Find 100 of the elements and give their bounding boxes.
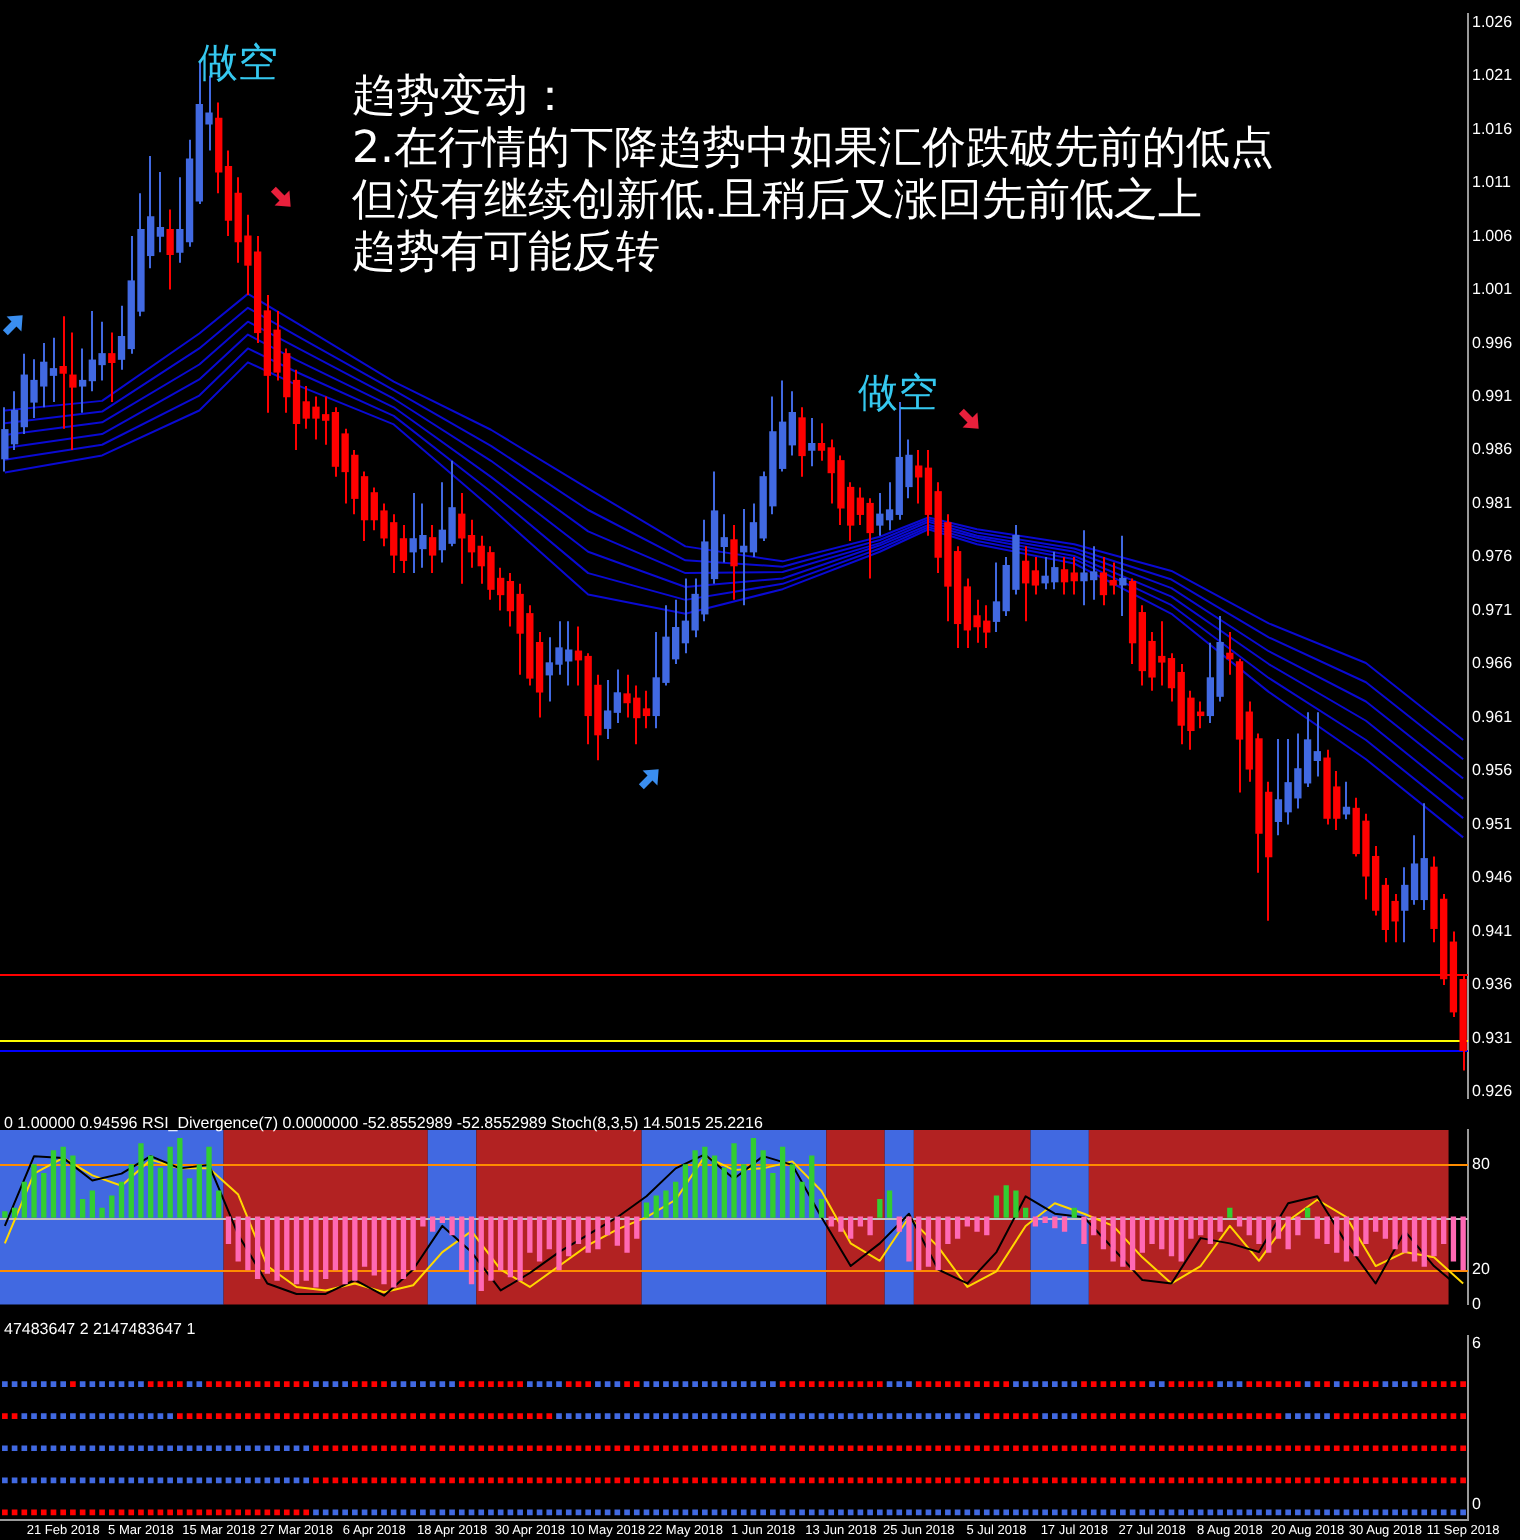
bar (109, 1195, 115, 1218)
bar (118, 1181, 125, 1218)
y-tick-label: 0.931 (1472, 1028, 1514, 1047)
bar (1441, 1216, 1447, 1245)
bar (673, 1181, 679, 1218)
bar (682, 1164, 689, 1218)
bar (1295, 1216, 1301, 1236)
bar (293, 1216, 300, 1285)
bar (653, 1195, 659, 1218)
bar (1032, 1216, 1039, 1227)
bar (70, 1155, 76, 1218)
bar (1149, 1216, 1155, 1245)
bar (1023, 1207, 1029, 1218)
annotation: 做空 (858, 366, 938, 418)
bar (1363, 1216, 1369, 1245)
chart-title: 47483647 2 2147483647 1 (4, 1320, 196, 1340)
bar (225, 1216, 232, 1245)
bar (323, 1216, 329, 1279)
y-tick-label: 0 (1472, 1494, 1482, 1513)
bar (614, 1216, 620, 1246)
bar (527, 1216, 533, 1253)
bar (1042, 1216, 1048, 1224)
bar (1129, 1216, 1136, 1271)
y-tick-label: 0.951 (1472, 814, 1514, 833)
bar (381, 1216, 387, 1285)
bar (964, 1216, 970, 1227)
bar (1013, 1190, 1019, 1218)
bar (1256, 1216, 1262, 1245)
bar (848, 1216, 854, 1239)
bar (459, 1216, 465, 1271)
bar (274, 1216, 280, 1281)
bar (1071, 1207, 1077, 1218)
chart-title: 0 1.00000 0.94596 RSI_Divergence(7) 0.0000000 -52.8552989 -52.8552989 Stoch(8,3,5) 14.5015 25.2216 (4, 1114, 763, 1134)
bar (536, 1216, 543, 1262)
bar (692, 1150, 698, 1218)
bar (167, 1146, 173, 1218)
bar (517, 1216, 523, 1281)
bar (1139, 1216, 1145, 1253)
bar (60, 1146, 66, 1218)
y-tick-label: 0.981 (1472, 493, 1514, 512)
bar (313, 1216, 319, 1288)
bar (1159, 1216, 1165, 1250)
bar (1372, 1216, 1379, 1232)
bar (789, 1164, 795, 1218)
bar (216, 1190, 222, 1218)
y-tick-label: 1.006 (1472, 226, 1514, 245)
y-tick-label: 1.026 (1472, 12, 1514, 31)
bar (488, 1216, 494, 1281)
bar (770, 1172, 776, 1218)
bar (254, 1216, 261, 1279)
bar (1285, 1216, 1291, 1250)
bar (1353, 1216, 1359, 1257)
bar (1217, 1216, 1223, 1232)
bar (1120, 1216, 1126, 1267)
bar (1343, 1216, 1350, 1262)
bar (177, 1138, 183, 1218)
bar (1227, 1207, 1233, 1218)
y-tick-label: 0.996 (1472, 333, 1514, 352)
bar (604, 1216, 611, 1236)
bar (984, 1216, 990, 1236)
bar (838, 1216, 844, 1232)
bar (916, 1216, 922, 1271)
y-tick-label: 0.961 (1472, 707, 1514, 726)
bar (11, 1207, 18, 1218)
bar (1450, 1216, 1457, 1262)
bar (585, 1216, 591, 1253)
bar (1236, 1216, 1243, 1227)
bar (1100, 1216, 1107, 1250)
bar (449, 1216, 455, 1236)
bar (818, 1199, 825, 1218)
bar (79, 1199, 86, 1218)
bar (429, 1216, 436, 1232)
bar (741, 1164, 747, 1218)
bar (1411, 1216, 1418, 1262)
bar (1266, 1216, 1272, 1253)
y-tick-label: 1.021 (1472, 66, 1514, 85)
bar (128, 1164, 134, 1218)
bar (361, 1216, 368, 1267)
bar (1324, 1216, 1330, 1245)
bar (371, 1216, 377, 1276)
y-tick-label: 0.966 (1472, 654, 1514, 673)
bar (906, 1216, 912, 1262)
bar (284, 1216, 290, 1271)
bar (1421, 1216, 1427, 1267)
bar (993, 1195, 1000, 1218)
bar (31, 1164, 37, 1218)
bar (1314, 1216, 1320, 1239)
y-tick-label: 1.016 (1472, 119, 1514, 138)
bar (303, 1216, 309, 1281)
bar (342, 1216, 348, 1285)
bar (1003, 1185, 1009, 1218)
y-tick-label: 20 (1472, 1259, 1491, 1278)
bar (41, 1172, 47, 1218)
bar (896, 1216, 902, 1232)
annotation: 做空 (198, 36, 278, 88)
bar (352, 1216, 358, 1281)
bar (245, 1216, 251, 1271)
bar (498, 1216, 504, 1271)
y-tick-label: 0.986 (1472, 440, 1514, 459)
bar (809, 1155, 815, 1218)
